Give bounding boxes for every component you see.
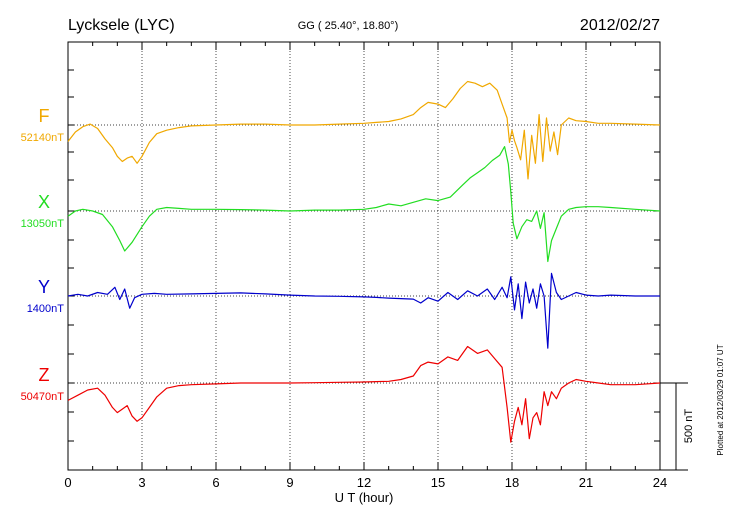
grid-lines — [68, 42, 660, 470]
x-tick-label: 6 — [212, 475, 219, 490]
series-baseline-x: 13050nT — [21, 218, 65, 230]
x-tick-label: 3 — [138, 475, 145, 490]
station-title: Lycksele (LYC) — [68, 17, 175, 34]
x-tick-label: 0 — [64, 475, 71, 490]
x-tick-label: 21 — [579, 475, 593, 490]
plotted-at-note: Plotted at 2012/03/29 01:07 UT — [716, 344, 725, 455]
series-line-x — [67, 146, 661, 263]
series-line-f — [67, 80, 661, 180]
coords-label: GG ( 25.40°, 18.80°) — [298, 20, 399, 32]
x-tick-label: 12 — [357, 475, 371, 490]
x-tick-label: 18 — [505, 475, 519, 490]
date-label: 2012/02/27 — [580, 17, 660, 34]
x-tick-label: 24 — [653, 475, 667, 490]
series-name-f: F — [39, 106, 50, 126]
series-lines — [67, 80, 661, 443]
series-labels: F 52140nT X 13050nT Y 1400nT Z 50470nT — [21, 106, 65, 403]
x-tick-label: 15 — [431, 475, 445, 490]
series-baseline-f: 52140nT — [21, 132, 65, 144]
series-name-y: Y — [38, 277, 50, 297]
x-tick-labels: 0 3 6 9 12 15 18 21 24 — [64, 475, 667, 490]
series-line-z — [67, 345, 661, 443]
series-name-z: Z — [39, 365, 50, 385]
series-baseline-y: 1400nT — [27, 303, 65, 315]
series-baseline-z: 50470nT — [21, 391, 65, 403]
scale-bar-label: 500 nT — [683, 409, 695, 444]
series-name-x: X — [38, 192, 50, 212]
series-line-y — [67, 272, 660, 349]
x-tick-label: 9 — [286, 475, 293, 490]
x-axis-label: U T (hour) — [335, 490, 394, 505]
scale-bar: 500 nT — [660, 382, 695, 471]
